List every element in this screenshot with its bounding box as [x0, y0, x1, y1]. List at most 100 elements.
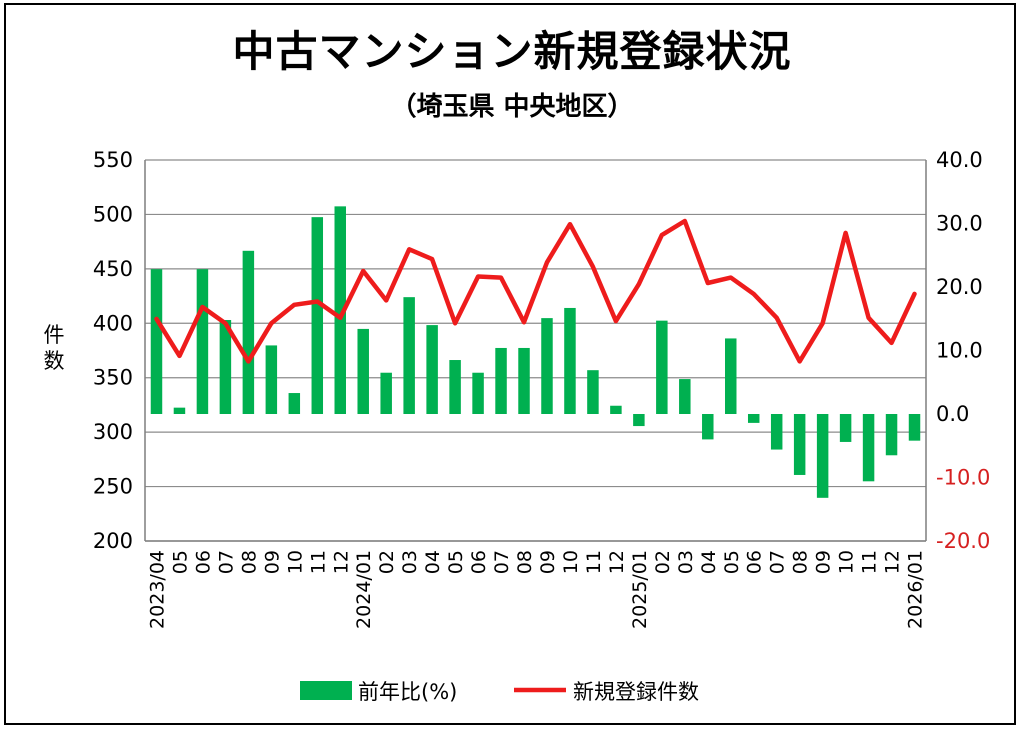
bar-series — [150, 206, 921, 498]
series-line — [154, 218, 917, 364]
x-tick-label: 06 — [744, 550, 766, 574]
left-tick-label: 550 — [93, 148, 133, 172]
right-axis-ticks: 40.0 30.0 20.0 10.0 0.0 -10.0 -20.0 — [936, 148, 990, 553]
bar — [770, 414, 783, 450]
x-tick-label: 02 — [376, 550, 398, 574]
bar — [541, 318, 553, 414]
x-tick-label: 08 — [238, 550, 260, 574]
x-tick-label: 05 — [445, 550, 467, 574]
y-label-char: 件 — [44, 323, 65, 347]
left-tick-label: 300 — [93, 420, 133, 444]
bar — [679, 379, 691, 414]
bar — [357, 328, 369, 414]
bar — [725, 338, 737, 414]
y-label-char: 数 — [44, 349, 65, 373]
x-tick-label: 05 — [169, 550, 191, 574]
bar — [656, 320, 668, 414]
right-tick-label: 20.0 — [936, 275, 983, 299]
x-tick-label: 09 — [537, 550, 559, 574]
left-tick-label: 200 — [93, 529, 133, 553]
x-tick-label: 03 — [675, 550, 697, 574]
x-tick-label: 2023/04 — [146, 550, 168, 629]
right-tick-label: -20.0 — [936, 529, 990, 553]
x-tick-label: 05 — [721, 550, 743, 574]
legend-line-label: 新規登録件数 — [573, 680, 699, 704]
x-tick-label: 03 — [399, 550, 421, 574]
x-tick-label: 07 — [215, 550, 237, 574]
right-tick-label: 40.0 — [936, 148, 983, 172]
bar — [793, 414, 806, 475]
bar — [816, 414, 829, 498]
bar — [587, 370, 599, 414]
x-tick-label: 11 — [583, 550, 605, 574]
bar — [702, 414, 714, 440]
bar — [265, 345, 278, 414]
x-tick-label: 10 — [560, 550, 582, 574]
x-tick-label: 10 — [284, 550, 306, 574]
bar — [610, 405, 622, 414]
chart-title: 中古マンション新規登録状況 — [232, 27, 792, 76]
legend-bar-swatch — [300, 681, 352, 700]
bar — [472, 372, 484, 414]
right-tick-label: -10.0 — [936, 466, 990, 490]
x-tick-label: 11 — [859, 550, 881, 574]
bar — [564, 307, 576, 414]
x-tick-label: 08 — [514, 550, 536, 574]
left-tick-label: 250 — [93, 475, 133, 499]
bar — [518, 347, 530, 414]
x-tick-label: 07 — [491, 550, 513, 574]
bar — [150, 269, 163, 414]
x-tick-label: 08 — [790, 550, 812, 574]
x-tick-label: 12 — [330, 550, 352, 574]
bar — [219, 320, 232, 414]
x-tick-label: 2024/01 — [353, 550, 375, 629]
bar — [288, 393, 301, 414]
x-tick-label: 2025/01 — [629, 550, 651, 629]
left-axis-ticks: 550 500 450 400 350 300 250 200 — [93, 148, 133, 553]
chart-subtitle: （埼玉県 中央地区） — [390, 92, 634, 122]
x-tick-label: 12 — [882, 550, 904, 574]
right-tick-label: 0.0 — [936, 402, 969, 426]
bar — [747, 414, 760, 423]
left-axis-label: 件数 — [44, 323, 65, 373]
x-tick-label: 2026/01 — [905, 550, 927, 629]
x-tick-label: 09 — [813, 550, 835, 574]
x-tick-label: 09 — [261, 550, 283, 574]
legend-bar-label: 前年比(%) — [358, 680, 457, 704]
x-tick-label: 06 — [192, 550, 214, 574]
bar — [426, 325, 438, 414]
bar — [839, 414, 852, 442]
bar — [173, 407, 186, 414]
right-tick-label: 30.0 — [936, 212, 983, 236]
bar — [380, 372, 392, 414]
bar — [633, 414, 645, 427]
x-tick-label: 12 — [606, 550, 628, 574]
right-tick-label: 10.0 — [936, 339, 983, 363]
x-axis-ticks: 2023/04 05 06 07 08 09 10 11 12 2024/01 02 03 04 05 06… — [146, 550, 926, 629]
bar — [242, 250, 255, 414]
legend: 前年比(%) 新規登録件数 — [300, 680, 699, 704]
x-tick-label: 04 — [422, 550, 444, 574]
left-tick-label: 500 — [93, 202, 133, 226]
bar — [885, 414, 898, 456]
bar — [196, 269, 209, 414]
bar — [908, 414, 921, 441]
bar — [311, 217, 324, 414]
x-tick-label: 11 — [307, 550, 329, 574]
x-tick-label: 06 — [468, 550, 490, 574]
x-tick-label: 02 — [652, 550, 674, 574]
x-tick-label: 07 — [767, 550, 789, 574]
x-tick-label: 04 — [698, 550, 720, 574]
bar — [449, 360, 461, 414]
axes — [144, 160, 927, 542]
bar — [862, 414, 875, 482]
x-tick-label: 10 — [836, 550, 858, 574]
bar — [334, 206, 346, 414]
line-series — [154, 218, 917, 364]
left-tick-label: 450 — [93, 257, 133, 281]
chart-frame — [4, 3, 1016, 725]
left-tick-label: 400 — [93, 311, 133, 335]
left-tick-label: 350 — [93, 366, 133, 390]
bar — [403, 297, 415, 414]
